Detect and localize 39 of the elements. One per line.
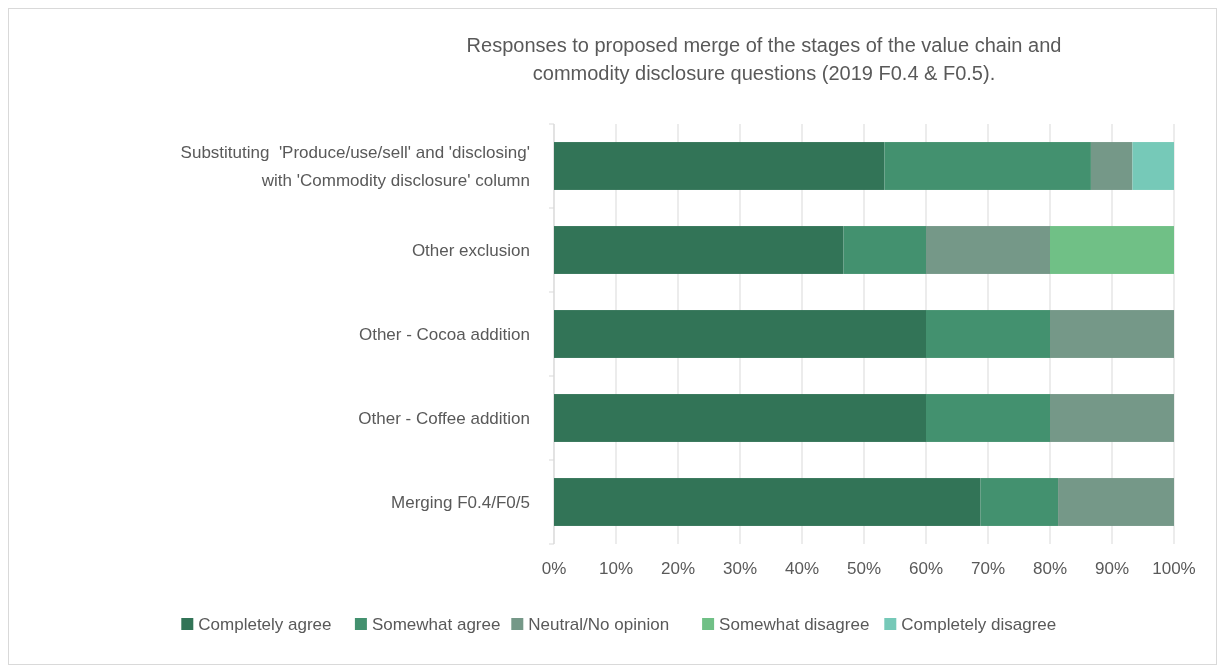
legend-label: Somewhat disagree — [719, 615, 870, 634]
x-tick-label: 0% — [541, 559, 567, 578]
bar — [1050, 394, 1174, 442]
bar — [884, 142, 1091, 190]
bar — [926, 394, 1050, 442]
bar — [554, 142, 885, 190]
bar — [1090, 142, 1133, 190]
bar — [926, 226, 1050, 274]
bar — [554, 394, 926, 442]
bar — [843, 226, 926, 274]
bar — [554, 310, 926, 358]
x-tick-label: 90% — [1094, 559, 1130, 578]
y-tick-label: Substituting 'Produce/use/sell' and 'disclosing' with 'Commodity disclosure' column — [180, 143, 530, 190]
bar — [980, 478, 1059, 526]
x-tick-label: 100% — [1152, 559, 1196, 578]
legend-label: Completely agree — [198, 615, 332, 634]
bar — [554, 226, 844, 274]
x-tick-label: 60% — [908, 559, 944, 578]
y-tick-label: Other - Coffee addition — [358, 409, 530, 428]
legend-label: Somewhat agree — [371, 615, 501, 634]
x-tick-label: 80% — [1032, 559, 1068, 578]
x-tick-label: 70% — [970, 559, 1006, 578]
y-tick-label: Other exclusion — [411, 241, 530, 260]
bar — [1050, 310, 1174, 358]
bar — [1132, 142, 1174, 190]
x-tick-label: 10% — [598, 559, 634, 578]
y-tick-label: Other - Cocoa addition — [358, 325, 530, 344]
legend-label: Completely disagree — [901, 615, 1057, 634]
x-tick-label: 50% — [846, 559, 882, 578]
bar — [554, 478, 981, 526]
x-tick-label: 40% — [784, 559, 820, 578]
bar — [1050, 226, 1174, 274]
bar — [1058, 478, 1174, 526]
y-tick-label: Merging F0.4/F0/5 — [391, 493, 530, 512]
x-tick-label: 30% — [722, 559, 758, 578]
bar — [926, 310, 1050, 358]
chart-title: Responses to proposed merge of the stages of the value chain and commodity disclosure questions (2019 F0.4 & F0.5). — [466, 34, 1062, 84]
x-tick-label: 20% — [660, 559, 696, 578]
legend-label: Neutral/No opinion — [528, 615, 670, 634]
